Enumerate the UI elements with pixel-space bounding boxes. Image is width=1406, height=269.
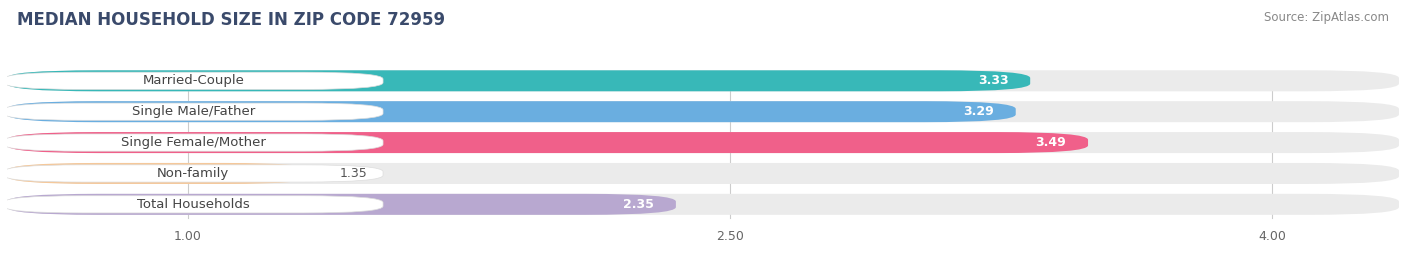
FancyBboxPatch shape [7,70,1031,91]
FancyBboxPatch shape [3,72,382,89]
Text: 2.35: 2.35 [623,198,654,211]
FancyBboxPatch shape [7,194,1399,215]
FancyBboxPatch shape [7,101,1399,122]
FancyBboxPatch shape [7,70,1399,91]
FancyBboxPatch shape [7,194,676,215]
Text: Married-Couple: Married-Couple [142,74,245,87]
FancyBboxPatch shape [7,101,1015,122]
FancyBboxPatch shape [3,103,382,120]
Text: Single Male/Father: Single Male/Father [132,105,254,118]
FancyBboxPatch shape [7,163,1399,184]
FancyBboxPatch shape [3,196,382,213]
FancyBboxPatch shape [7,132,1399,153]
Text: 3.49: 3.49 [1036,136,1066,149]
FancyBboxPatch shape [7,163,315,184]
Text: Source: ZipAtlas.com: Source: ZipAtlas.com [1264,11,1389,24]
Text: Total Households: Total Households [136,198,250,211]
Text: MEDIAN HOUSEHOLD SIZE IN ZIP CODE 72959: MEDIAN HOUSEHOLD SIZE IN ZIP CODE 72959 [17,11,444,29]
FancyBboxPatch shape [3,134,382,151]
FancyBboxPatch shape [3,165,382,182]
Text: 1.35: 1.35 [340,167,367,180]
Text: 3.29: 3.29 [963,105,994,118]
Text: 3.33: 3.33 [979,74,1008,87]
Text: Single Female/Mother: Single Female/Mother [121,136,266,149]
FancyBboxPatch shape [7,132,1088,153]
Text: Non-family: Non-family [157,167,229,180]
